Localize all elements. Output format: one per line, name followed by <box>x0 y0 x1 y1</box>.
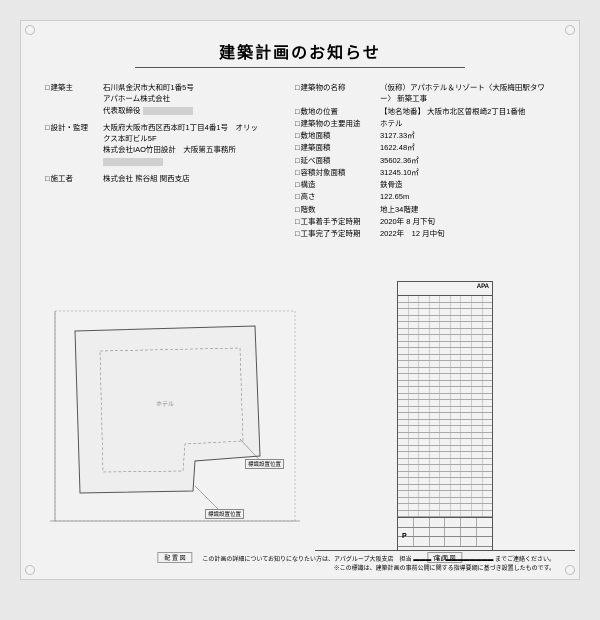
svg-text:ホテル: ホテル <box>156 401 174 408</box>
spec-label: 工事着手予定時期 <box>295 216 380 227</box>
spec-value: 地上34階建 <box>380 204 555 215</box>
spec-value: 2020年 8 月下旬 <box>380 216 555 227</box>
corner-bolt <box>565 565 575 575</box>
site-plan: ホテル 標識設置位置 標識設置位置 配 置 図 <box>45 271 305 551</box>
row-label: 施工者 <box>45 173 103 184</box>
spec-row: 高さ122.65m <box>295 191 555 202</box>
spec-value: 1622.48㎡ <box>380 142 555 153</box>
tower-brand: APA <box>398 282 492 296</box>
sign-location-label: 標識設置位置 <box>205 509 244 519</box>
row-value: 株式会社 熊谷組 関西支店 <box>103 173 265 184</box>
spec-label: 高さ <box>295 191 380 202</box>
spec-value: 35602.36㎡ <box>380 155 555 166</box>
row-line: 株式会社IAO竹田設計 大阪第五事務所 <box>103 144 265 155</box>
spec-label: 工事完了予定時期 <box>295 228 380 239</box>
row-line: 株式会社 熊谷組 関西支店 <box>103 173 265 184</box>
corner-bolt <box>25 565 35 575</box>
spec-row: 工事着手予定時期2020年 8 月下旬 <box>295 216 555 227</box>
row-line: 代表取締役 <box>103 105 265 116</box>
spec-row: 建築面積1622.48㎡ <box>295 142 555 153</box>
row-label: 建築主 <box>45 82 103 116</box>
row-label: 設計・監理 <box>45 122 103 167</box>
spec-value: 122.65m <box>380 191 555 202</box>
corner-bolt <box>25 25 35 35</box>
page-title: 建築計画のお知らせ <box>135 39 465 68</box>
spec-row: 工事完了予定時期2022年 12 月中旬 <box>295 228 555 239</box>
site-plan-caption: 配 置 図 <box>157 552 192 563</box>
spec-value: 31245.10㎡ <box>380 167 555 178</box>
row-value: 大阪府大阪市西区西本町1丁目4番1号 オリックス本町ビル5F株式会社IAO竹田設… <box>103 122 265 167</box>
footer-line: この計画の詳細についてお知りになりたい方は、アパグループ大阪支店 担当 ▬▬▬ … <box>202 556 555 564</box>
spec-value: ホテル <box>380 118 555 129</box>
row-value: 石川県金沢市大和町1番5号アパホーム株式会社代表取締役 <box>103 82 265 116</box>
spec-row: 容積対象面積31245.10㎡ <box>295 167 555 178</box>
spec-value: 3127.33㎡ <box>380 130 555 141</box>
spec-row: 建築物の主要用途ホテル <box>295 118 555 129</box>
row-line: 石川県金沢市大和町1番5号 <box>103 82 265 93</box>
tower: APA P <box>397 281 493 551</box>
spec-label: 建築物の名称 <box>295 82 380 105</box>
elevation-view: APA P 立 面 図 <box>335 271 555 551</box>
left-column: 建築主石川県金沢市大和町1番5号アパホーム株式会社代表取締役 設計・監理大阪府大… <box>45 82 265 240</box>
spec-row: 階数地上34階建 <box>295 204 555 215</box>
footer-line: ※この標識は、建築計画の事前公開に関する指導要綱に基づき設置したものです。 <box>202 565 555 573</box>
spec-value: 2022年 12 月中旬 <box>380 228 555 239</box>
row-line: アパホーム株式会社 <box>103 93 265 104</box>
info-columns: 建築主石川県金沢市大和町1番5号アパホーム株式会社代表取締役 設計・監理大阪府大… <box>45 82 555 240</box>
corner-bolt <box>565 25 575 35</box>
spec-label: 容積対象面積 <box>295 167 380 178</box>
spec-value: 鉄骨造 <box>380 179 555 190</box>
spec-label: 階数 <box>295 204 380 215</box>
sign-location-label: 標識設置位置 <box>245 459 284 469</box>
spec-label: 建築物の主要用途 <box>295 118 380 129</box>
row-line <box>103 156 265 167</box>
info-row: 設計・監理大阪府大阪市西区西本町1丁目4番1号 オリックス本町ビル5F株式会社I… <box>45 122 265 167</box>
right-column: 建築物の名称（仮称）アパホテル＆リゾート〈大阪梅田駅タワー〉 新築工事敷地の位置… <box>295 82 555 240</box>
spec-label: 構造 <box>295 179 380 190</box>
spec-label: 延べ面積 <box>295 155 380 166</box>
spec-label: 敷地面積 <box>295 130 380 141</box>
redacted <box>103 158 163 166</box>
parking-icon: P <box>402 533 407 540</box>
info-row: 施工者株式会社 熊谷組 関西支店 <box>45 173 265 184</box>
notice-board: 建築計画のお知らせ 建築主石川県金沢市大和町1番5号アパホーム株式会社代表取締役… <box>20 20 580 580</box>
redacted <box>143 107 193 115</box>
spec-row: 建築物の名称（仮称）アパホテル＆リゾート〈大阪梅田駅タワー〉 新築工事 <box>295 82 555 105</box>
spec-row: 敷地面積3127.33㎡ <box>295 130 555 141</box>
spec-value: （仮称）アパホテル＆リゾート〈大阪梅田駅タワー〉 新築工事 <box>380 82 555 105</box>
footer-note: この計画の詳細についてお知りになりたい方は、アパグループ大阪支店 担当 ▬▬▬ … <box>202 556 555 573</box>
spec-label: 敷地の位置 <box>295 106 380 117</box>
spec-label: 建築面積 <box>295 142 380 153</box>
info-row: 建築主石川県金沢市大和町1番5号アパホーム株式会社代表取締役 <box>45 82 265 116</box>
row-line: 大阪府大阪市西区西本町1丁目4番1号 オリックス本町ビル5F <box>103 122 265 145</box>
podium <box>398 517 492 547</box>
diagrams: ホテル 標識設置位置 標識設置位置 配 置 図 APA P <box>45 271 555 551</box>
spec-value: 【地名地番】 大阪市北区曽根崎2丁目1番他 <box>380 106 555 117</box>
spec-row: 敷地の位置【地名地番】 大阪市北区曽根崎2丁目1番他 <box>295 106 555 117</box>
spec-row: 延べ面積35602.36㎡ <box>295 155 555 166</box>
site-plan-svg: ホテル <box>45 271 305 541</box>
spec-row: 構造鉄骨造 <box>295 179 555 190</box>
